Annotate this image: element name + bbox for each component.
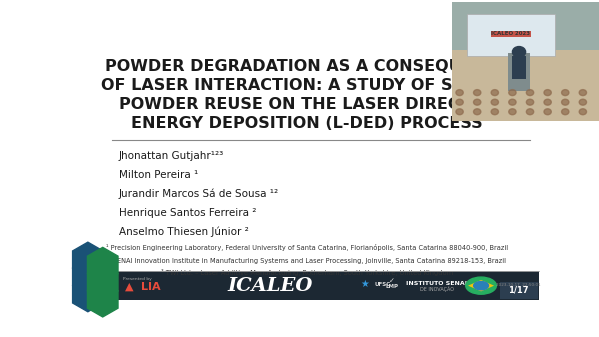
Circle shape: [562, 90, 569, 96]
Circle shape: [544, 109, 551, 115]
Circle shape: [562, 109, 569, 115]
Circle shape: [456, 99, 463, 105]
Circle shape: [544, 99, 551, 105]
Text: UFSC: UFSC: [374, 282, 391, 287]
Circle shape: [456, 109, 463, 115]
Bar: [452, 2, 599, 50]
Text: LMP: LMP: [385, 284, 398, 289]
Circle shape: [509, 90, 516, 96]
Circle shape: [579, 109, 586, 115]
Polygon shape: [87, 247, 118, 282]
Circle shape: [491, 109, 498, 115]
Bar: [467, 13, 555, 56]
Text: 1/17: 1/17: [509, 285, 529, 294]
Circle shape: [474, 99, 481, 105]
Text: ² SENAI Innovation Institute in Manufacturing Systems and Laser Processing, Join: ² SENAI Innovation Institute in Manufact…: [108, 256, 506, 264]
Text: Anselmo Thiesen Júnior ²: Anselmo Thiesen Júnior ²: [119, 226, 249, 237]
Text: POWDER DEGRADATION AS A CONSEQUENCE
OF LASER INTERACTION: A STUDY OF SS 316L
POW: POWDER DEGRADATION AS A CONSEQUENCE OF L…: [101, 59, 513, 131]
Polygon shape: [87, 265, 118, 300]
Circle shape: [491, 99, 498, 105]
Polygon shape: [87, 282, 118, 317]
Text: ³ TWI Ltd. – Laser Additive Manufacturing, Rotherham, South Yorkshire, United Ki: ³ TWI Ltd. – Laser Additive Manufacturin…: [161, 269, 453, 276]
Polygon shape: [72, 242, 103, 277]
Circle shape: [491, 90, 498, 96]
Text: 2023-10-17  22:50:01: 2023-10-17 22:50:01: [497, 283, 541, 287]
Circle shape: [474, 109, 481, 115]
Circle shape: [456, 90, 463, 96]
Text: Henrique Santos Ferreira ²: Henrique Santos Ferreira ²: [119, 208, 256, 218]
Circle shape: [509, 109, 516, 115]
Circle shape: [512, 47, 526, 57]
Text: ICALEO: ICALEO: [227, 277, 313, 295]
Polygon shape: [72, 277, 103, 312]
Text: ICALEO 2023: ICALEO 2023: [491, 31, 531, 36]
Polygon shape: [72, 259, 103, 294]
Circle shape: [579, 99, 586, 105]
Text: ★: ★: [361, 279, 370, 289]
Circle shape: [544, 90, 551, 96]
Text: Jhonattan Gutjahr¹²³: Jhonattan Gutjahr¹²³: [119, 151, 224, 161]
Text: ¹ Precision Engineering Laboratory, Federal University of Santa Catarina, Floria: ¹ Precision Engineering Laboratory, Fede…: [106, 244, 508, 251]
Polygon shape: [468, 280, 494, 292]
Text: INSTITUTO SENAI: INSTITUTO SENAI: [406, 281, 468, 286]
Circle shape: [579, 90, 586, 96]
Text: DE INOVAÇÃO: DE INOVAÇÃO: [420, 286, 454, 292]
Bar: [75, 271, 539, 300]
Bar: [512, 56, 526, 80]
Circle shape: [474, 90, 481, 96]
Circle shape: [474, 281, 489, 290]
Text: ▲: ▲: [125, 281, 134, 292]
Text: Jurandir Marcos Sá de Sousa ¹²: Jurandir Marcos Sá de Sousa ¹²: [119, 189, 279, 199]
Circle shape: [466, 277, 497, 294]
Circle shape: [562, 99, 569, 105]
Text: LIA: LIA: [141, 282, 161, 292]
Text: Presented by: Presented by: [123, 277, 152, 281]
Circle shape: [527, 109, 534, 115]
Bar: [508, 53, 530, 91]
Bar: [500, 282, 538, 299]
Text: ✓: ✓: [389, 278, 395, 284]
Circle shape: [527, 99, 534, 105]
Text: Milton Pereira ¹: Milton Pereira ¹: [119, 170, 198, 180]
Circle shape: [509, 99, 516, 105]
Circle shape: [527, 90, 534, 96]
